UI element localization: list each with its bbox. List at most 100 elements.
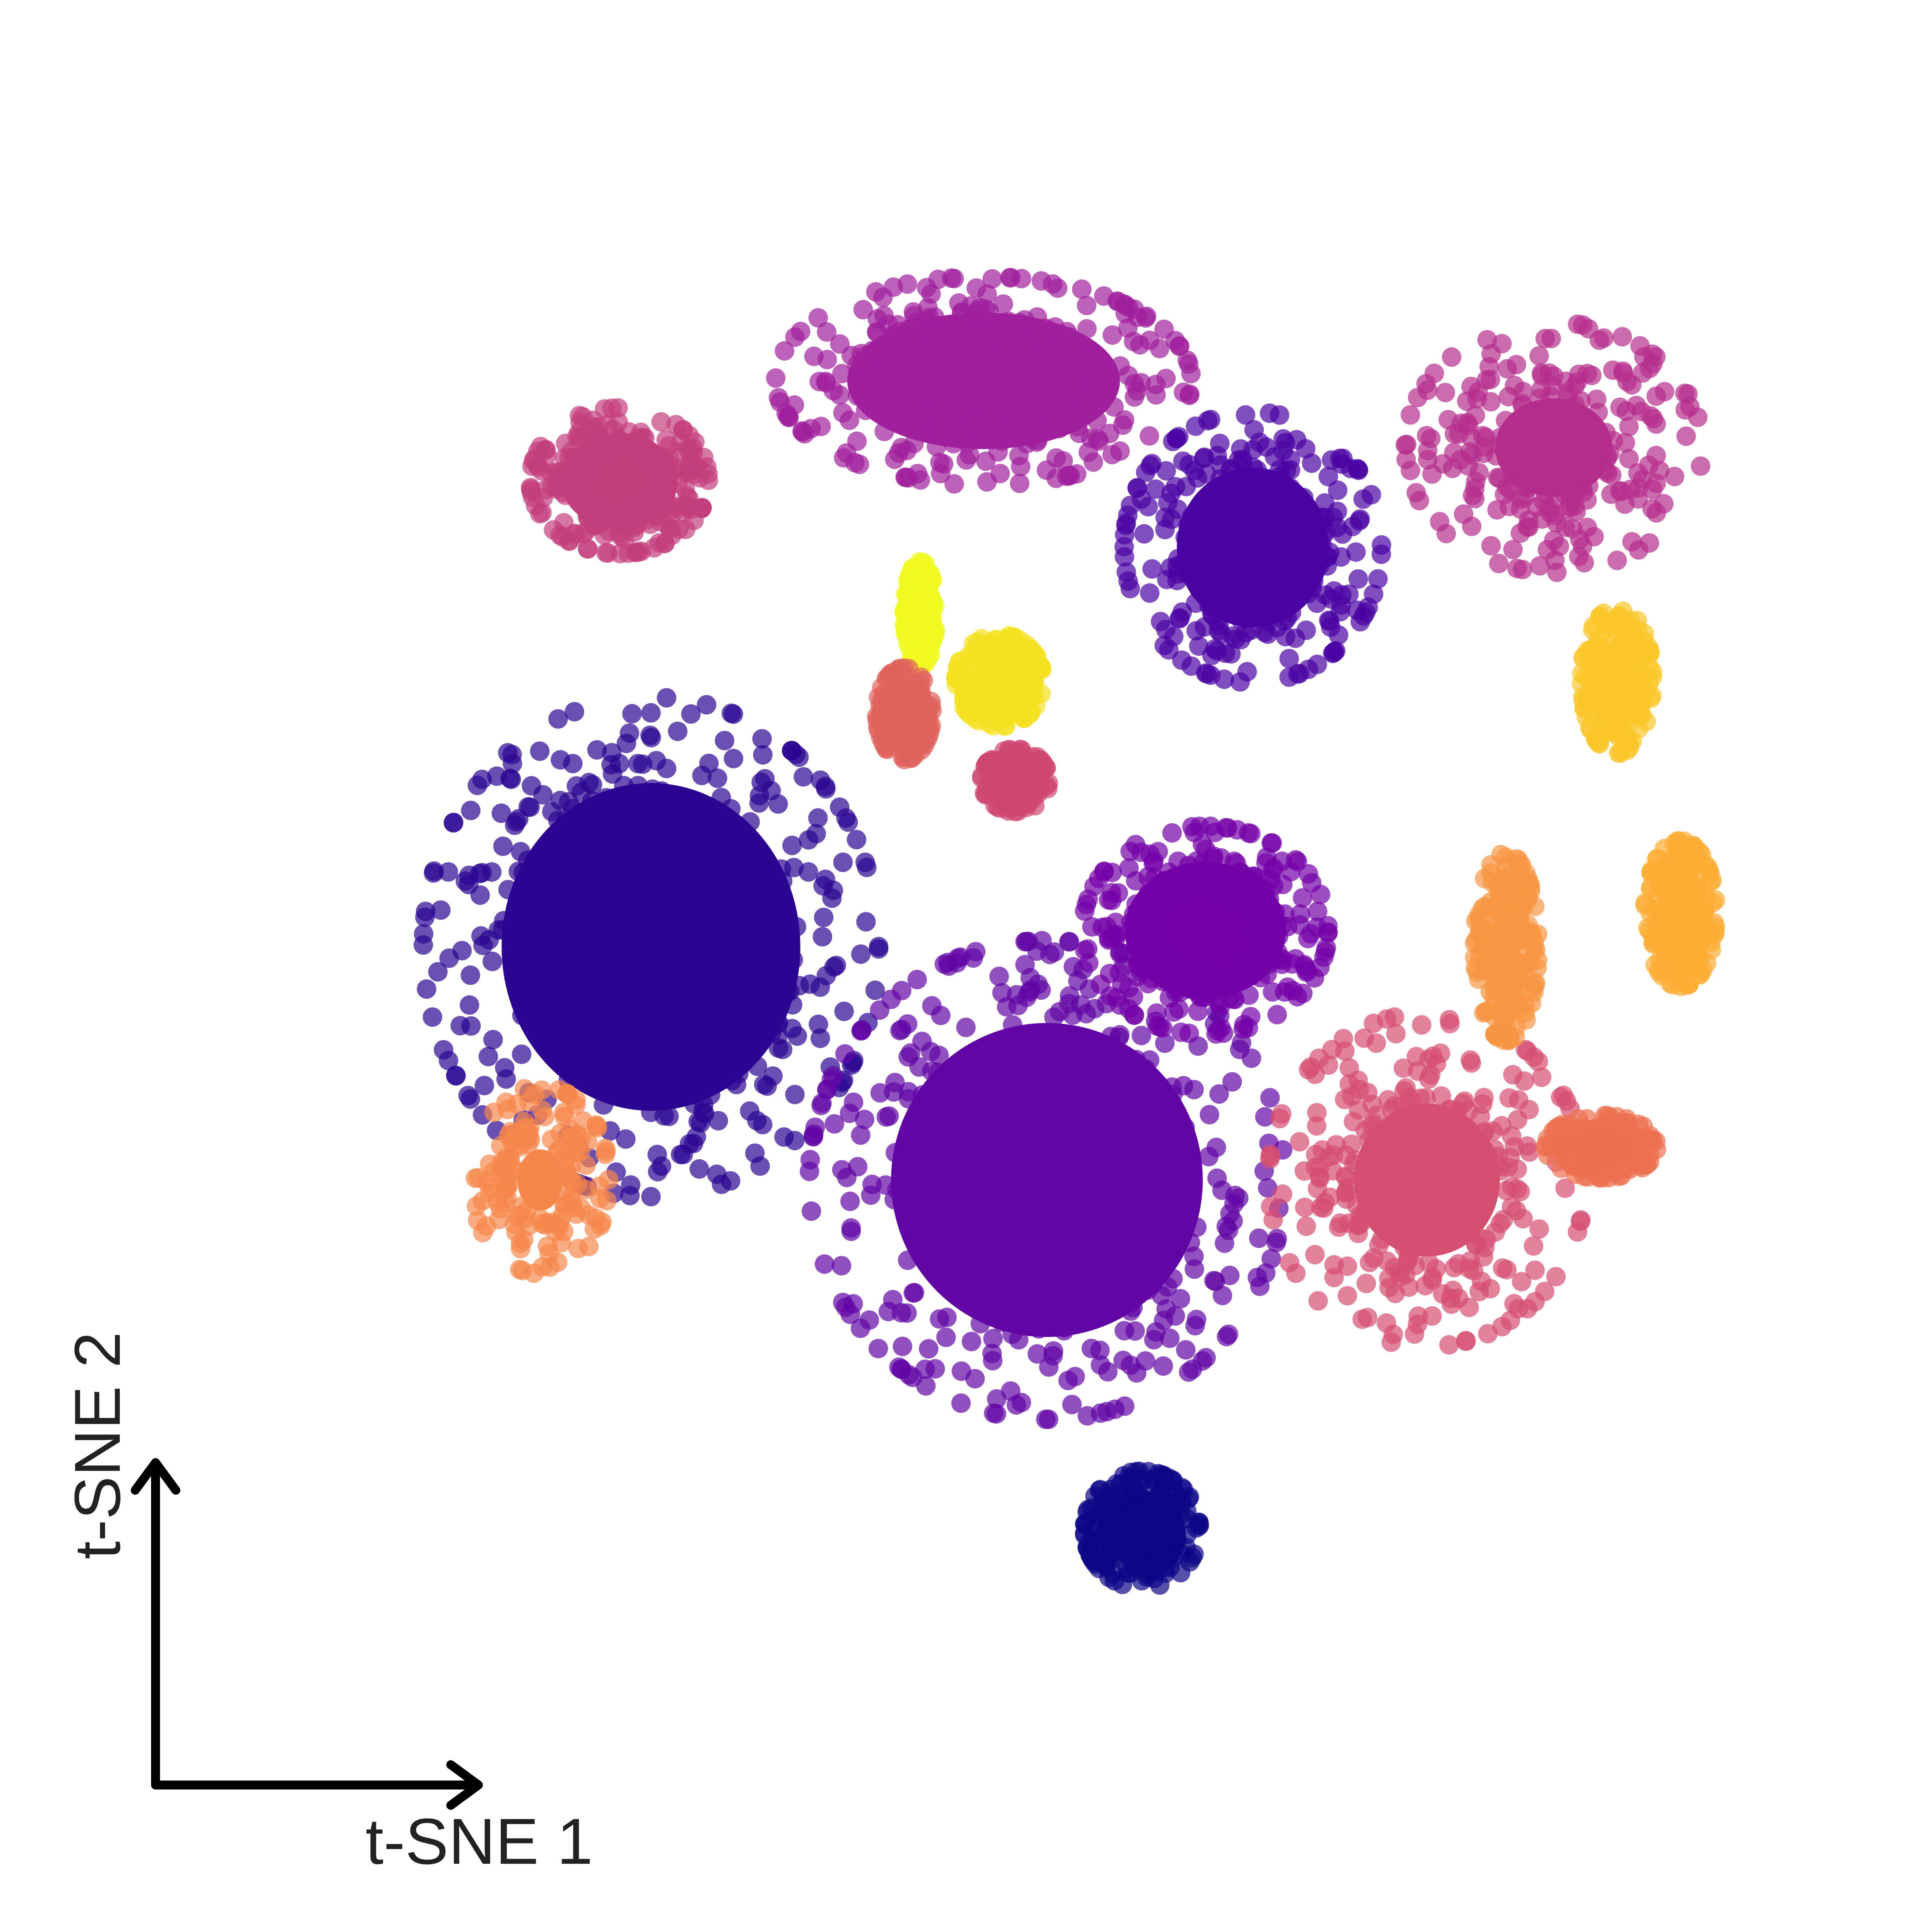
data-point <box>866 282 886 302</box>
data-point <box>1059 932 1079 952</box>
data-point <box>851 1125 871 1145</box>
data-point <box>1261 1249 1281 1269</box>
data-point <box>1210 434 1230 454</box>
data-point <box>715 730 735 750</box>
data-point <box>527 964 547 984</box>
data-point <box>1364 1014 1384 1033</box>
cluster-15 <box>895 552 945 676</box>
data-point <box>1121 1292 1141 1312</box>
data-point <box>1468 382 1488 402</box>
data-point <box>1485 1139 1505 1159</box>
data-point <box>956 1113 975 1133</box>
data-point <box>478 1047 498 1067</box>
data-point <box>551 750 571 770</box>
data-point <box>1007 415 1027 434</box>
data-point <box>1123 1474 1143 1493</box>
data-point <box>1249 1228 1269 1248</box>
data-point <box>692 765 712 785</box>
data-point <box>927 336 947 356</box>
data-point <box>558 1084 578 1104</box>
cluster-2 <box>521 398 718 564</box>
data-point <box>935 423 955 443</box>
data-point <box>1176 1340 1196 1360</box>
data-point <box>1237 482 1257 502</box>
data-point <box>919 1163 939 1183</box>
data-point <box>1521 927 1541 947</box>
data-point <box>1505 974 1524 994</box>
data-point <box>424 863 443 883</box>
data-point <box>861 364 881 384</box>
data-point <box>868 1339 888 1359</box>
data-point <box>1431 1043 1451 1063</box>
data-point <box>596 543 616 563</box>
data-point <box>595 1013 615 1033</box>
data-point <box>1639 657 1659 677</box>
data-point <box>1083 365 1103 385</box>
data-point <box>847 830 867 849</box>
data-point <box>1466 1209 1486 1229</box>
data-point <box>876 1107 896 1127</box>
data-point <box>1416 1088 1436 1108</box>
data-point <box>1517 1136 1537 1156</box>
data-point <box>970 1314 990 1333</box>
data-point <box>1091 1102 1111 1122</box>
data-point <box>498 880 518 899</box>
data-point <box>1043 337 1063 357</box>
data-point <box>991 318 1011 337</box>
data-point <box>551 1013 571 1033</box>
data-point <box>1044 1286 1064 1306</box>
data-point <box>917 404 937 424</box>
data-point <box>1263 1210 1283 1230</box>
data-point <box>1156 1299 1176 1319</box>
data-point <box>1124 1005 1144 1025</box>
data-point <box>987 1389 1007 1409</box>
data-point <box>1191 577 1211 596</box>
data-point <box>1481 536 1501 556</box>
data-point <box>470 885 490 905</box>
data-point <box>907 970 927 990</box>
data-point <box>785 1085 805 1104</box>
data-point <box>1206 968 1226 988</box>
cluster-8-core <box>1354 1103 1500 1257</box>
data-point <box>1178 534 1198 554</box>
data-point <box>1384 1007 1404 1027</box>
data-point <box>694 447 714 467</box>
data-point <box>1668 967 1688 987</box>
data-point <box>1512 394 1532 414</box>
data-point <box>989 966 1009 986</box>
data-point <box>1221 459 1241 479</box>
data-point <box>1333 448 1353 468</box>
data-point <box>1081 1338 1101 1358</box>
data-point <box>1640 921 1660 941</box>
data-point <box>800 1161 820 1181</box>
data-point <box>1114 547 1134 567</box>
cluster-18-core <box>517 1149 563 1211</box>
data-point <box>1009 1330 1029 1350</box>
data-point <box>519 1092 539 1112</box>
data-point <box>980 419 1000 439</box>
data-point <box>622 704 642 724</box>
data-point <box>1117 1559 1137 1579</box>
data-point <box>1176 477 1196 497</box>
data-point <box>1467 962 1487 982</box>
data-point <box>945 1204 965 1224</box>
data-point <box>607 1029 627 1048</box>
data-point <box>1215 493 1235 513</box>
data-point <box>1486 1024 1505 1044</box>
data-point <box>1152 1223 1172 1243</box>
data-point <box>990 464 1010 484</box>
data-point <box>1511 1272 1531 1292</box>
data-point <box>1077 319 1097 339</box>
data-point <box>666 415 686 434</box>
data-point <box>1090 1355 1110 1375</box>
data-point <box>647 843 667 863</box>
data-point <box>642 484 662 504</box>
data-point <box>1501 1197 1521 1217</box>
data-point <box>1201 410 1221 430</box>
data-point <box>614 776 634 795</box>
data-point <box>1323 1145 1343 1165</box>
data-point <box>1272 1104 1292 1124</box>
data-point <box>591 1034 611 1054</box>
data-point <box>1436 523 1456 543</box>
data-point <box>785 327 805 347</box>
